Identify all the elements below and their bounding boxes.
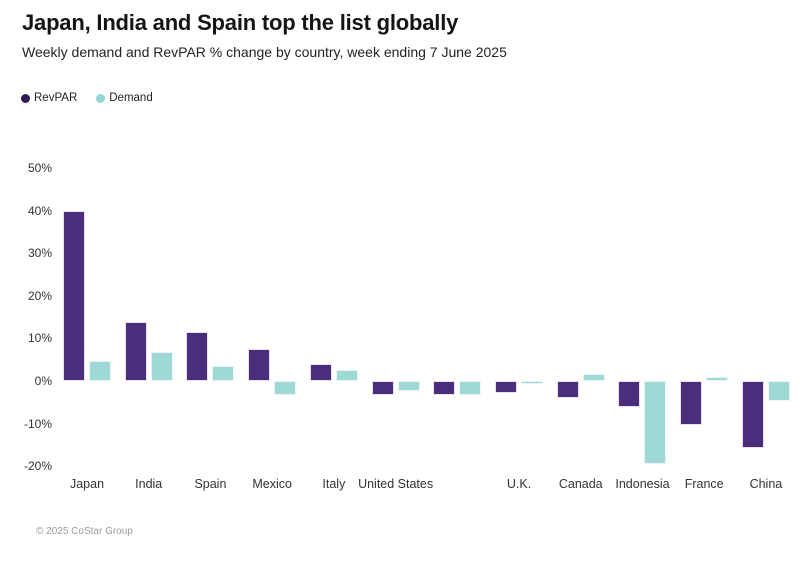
bar-demand-united-states bbox=[397, 381, 420, 392]
y-axis-tick-10: 10% bbox=[27, 331, 52, 346]
x-axis-label-india: India bbox=[135, 477, 163, 491]
y-axis-tick-30: 30% bbox=[27, 246, 52, 261]
copyright-notice: © 2025 CoStar Group bbox=[36, 526, 133, 537]
bar-revpar-indonesia bbox=[618, 381, 641, 408]
legend: RevPAR Demand bbox=[21, 92, 172, 104]
x-axis-label-canada: Canada bbox=[558, 477, 603, 491]
bar-revpar-china bbox=[741, 381, 764, 448]
x-axis-label-u-k: U.K. bbox=[506, 477, 532, 491]
revpar-legend-dot-icon bbox=[21, 93, 30, 103]
y-axis-tick-20: 20% bbox=[27, 288, 52, 303]
chart-title: Japan, India and Spain top the list glob… bbox=[22, 10, 459, 35]
x-axis-label-japan: Japan bbox=[69, 477, 105, 491]
bar-demand-india bbox=[150, 352, 173, 381]
bar-demand-china bbox=[767, 381, 790, 402]
bar-revpar-mexico bbox=[248, 348, 271, 381]
y-axis-tick--10: -10% bbox=[23, 416, 52, 431]
legend-item-demand: Demand bbox=[96, 92, 153, 104]
x-axis-label-china: China bbox=[749, 477, 783, 491]
bar-demand-indonesia bbox=[644, 381, 667, 465]
x-axis-label-france: France bbox=[684, 477, 724, 491]
bar-revpar-france bbox=[680, 381, 703, 426]
bar-revpar-italy bbox=[309, 363, 332, 381]
x-axis-label-spain: Spain bbox=[194, 477, 227, 491]
demand-legend-dot-icon bbox=[96, 93, 106, 103]
y-axis-tick-40: 40% bbox=[27, 203, 52, 218]
x-axis-label-indonesia: Indonesia bbox=[615, 477, 670, 491]
bar-revpar-japan bbox=[63, 211, 85, 381]
chart-subtitle: Weekly demand and RevPAR % change by cou… bbox=[22, 44, 507, 60]
bar-demand-spain bbox=[212, 365, 235, 381]
x-axis-label-united-states: United States bbox=[358, 477, 434, 491]
x-axis-label-mexico: Mexico bbox=[252, 477, 292, 491]
y-axis-tick-50: 50% bbox=[27, 161, 52, 175]
bar-demand-mexico bbox=[274, 381, 297, 395]
bar-revpar-united-states bbox=[371, 381, 394, 396]
bar-demand-france bbox=[706, 377, 729, 381]
bar-demand-group-7 bbox=[459, 381, 482, 396]
legend-label-revpar: RevPAR bbox=[34, 92, 78, 104]
legend-item-revpar: RevPAR bbox=[21, 92, 77, 104]
x-axis-label-italy: Italy bbox=[322, 477, 346, 491]
bar-revpar-india bbox=[124, 321, 147, 381]
bar-revpar-spain bbox=[186, 331, 209, 381]
bar-demand-italy bbox=[335, 370, 358, 381]
bar-revpar-group-7 bbox=[433, 381, 456, 396]
bar-demand-japan bbox=[89, 360, 111, 381]
y-axis-tick--20: -20% bbox=[23, 459, 52, 474]
bar-revpar-canada bbox=[556, 381, 579, 398]
bar-revpar-u-k bbox=[495, 381, 518, 394]
legend-label-demand: Demand bbox=[109, 92, 153, 104]
bar-demand-u-k bbox=[521, 381, 544, 385]
bar-demand-canada bbox=[582, 374, 605, 381]
y-axis-tick-0: 0% bbox=[34, 374, 52, 388]
